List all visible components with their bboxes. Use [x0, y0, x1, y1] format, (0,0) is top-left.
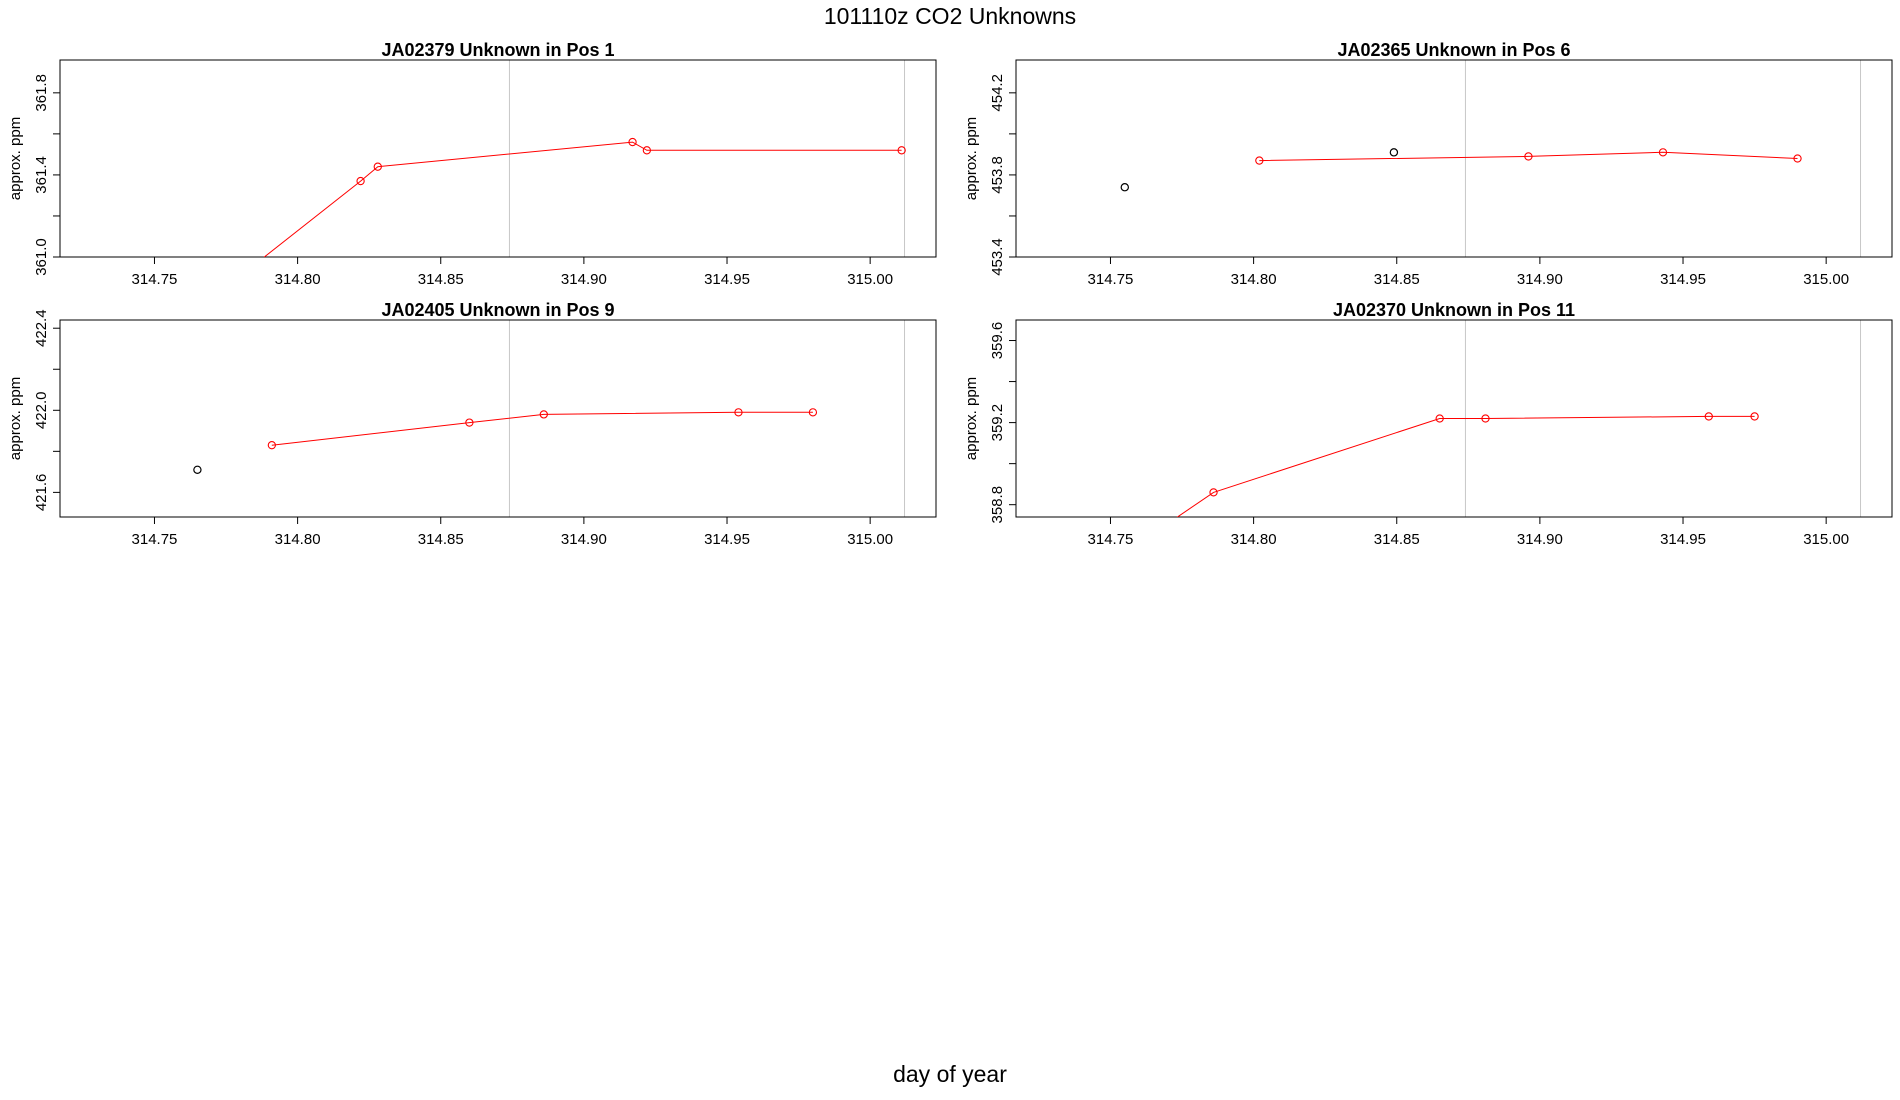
data-point: [1793, 154, 1802, 163]
panel-title: JA02365 Unknown in Pos 6: [1337, 40, 1570, 60]
plot-area: [1150, 412, 1759, 537]
y-tick-label: 361.0: [33, 238, 50, 276]
y-tick-label: 453.8: [989, 156, 1006, 194]
x-tick-label: 314.75: [1088, 531, 1134, 548]
data-point: [465, 418, 474, 427]
y-tick-label: 422.4: [33, 309, 50, 347]
x-tick-label: 315.00: [1803, 271, 1849, 288]
panel-title: JA02379 Unknown in Pos 1: [381, 40, 614, 60]
x-tick-label: 314.90: [561, 271, 607, 288]
data-point: [1704, 412, 1713, 421]
data-point: [1389, 148, 1399, 157]
y-tick-label: 421.6: [33, 474, 50, 512]
data-point: [214, 290, 221, 297]
x-tick-label: 314.80: [275, 271, 321, 288]
data-point: [193, 465, 202, 475]
x-tick-label: 314.80: [1231, 531, 1277, 548]
x-tick-label: 314.80: [1231, 271, 1277, 288]
x-tick-label: 314.75: [132, 271, 178, 288]
x-tick-label: 314.75: [132, 531, 178, 548]
x-tick-label: 314.85: [418, 271, 464, 288]
y-tick-label: 359.2: [989, 404, 1006, 442]
data-point: [734, 408, 743, 417]
data-point: [897, 146, 906, 155]
y-tick-label: 358.8: [989, 486, 1006, 524]
plot-frame: [1015, 59, 1893, 258]
chart-panel: JA02405 Unknown in Pos 9 314.75 314.80 314.…: [7, 300, 937, 548]
x-tick-label: 314.85: [418, 531, 464, 548]
x-tick-label: 314.85: [1374, 271, 1420, 288]
plot-area: [214, 137, 906, 297]
data-point: [1435, 414, 1444, 423]
series-line: [271, 411, 813, 446]
x-tick-label: 314.90: [561, 531, 607, 548]
data-point: [373, 162, 382, 171]
series-line: [263, 141, 902, 257]
panel-title: JA02405 Unknown in Pos 9: [381, 300, 614, 320]
y-tick-label: 361.8: [33, 74, 50, 112]
data-point: [1255, 156, 1264, 165]
data-point: [1209, 488, 1218, 497]
y-axis-title: approx. ppm: [7, 117, 24, 200]
data-point: [808, 408, 818, 417]
figure-title: 101110z CO2 Unknowns: [824, 3, 1076, 29]
y-tick-label: 453.4: [989, 238, 1006, 276]
y-tick-label: 454.2: [989, 74, 1006, 112]
y-axis-title: approx. ppm: [963, 117, 980, 200]
x-tick-label: 315.00: [1803, 531, 1849, 548]
data-point: [267, 441, 276, 450]
plot-frame: [59, 59, 937, 258]
data-point: [1150, 530, 1157, 537]
data-point: [1120, 183, 1129, 192]
y-axis-title: approx. ppm: [963, 377, 980, 460]
x-tick-label: 315.00: [847, 531, 893, 548]
chart-panel: JA02365 Unknown in Pos 6 314.75 314.80 314.…: [963, 40, 1893, 288]
chart-panel: JA02379 Unknown in Pos 1 314.75 314.80 314.…: [7, 40, 937, 297]
x-tick-label: 314.80: [275, 531, 321, 548]
plot-area: [193, 408, 818, 475]
x-axis-title: day of year: [893, 1061, 1007, 1087]
plot-frame: [59, 319, 937, 518]
data-point: [628, 137, 637, 147]
x-tick-label: 314.95: [704, 531, 750, 548]
x-tick-label: 314.95: [1660, 271, 1706, 288]
chart-panel: JA02370 Unknown in Pos 11 314.75 314.80 314…: [963, 300, 1893, 548]
y-axis-title: approx. ppm: [7, 377, 24, 460]
x-tick-label: 314.75: [1088, 271, 1134, 288]
data-point: [642, 146, 652, 155]
data-point: [356, 176, 365, 186]
x-tick-label: 314.95: [1660, 531, 1706, 548]
y-tick-label: 422.0: [33, 392, 50, 430]
data-point: [1524, 152, 1533, 161]
data-point: [1750, 412, 1759, 421]
data-point: [539, 410, 548, 419]
y-tick-label: 361.4: [33, 156, 50, 194]
x-tick-label: 314.90: [1517, 531, 1563, 548]
plot-area: [1120, 148, 1802, 192]
panel-title: JA02370 Unknown in Pos 11: [1333, 300, 1575, 320]
x-tick-label: 315.00: [847, 271, 893, 288]
x-tick-label: 314.90: [1517, 271, 1563, 288]
x-tick-label: 314.85: [1374, 531, 1420, 548]
series-line: [1259, 151, 1798, 162]
series-line: [1176, 415, 1755, 517]
x-tick-label: 314.95: [704, 271, 750, 288]
plot-frame: [1015, 319, 1893, 518]
data-point: [1481, 414, 1490, 423]
data-point: [1658, 148, 1668, 157]
y-tick-label: 359.6: [989, 322, 1006, 360]
